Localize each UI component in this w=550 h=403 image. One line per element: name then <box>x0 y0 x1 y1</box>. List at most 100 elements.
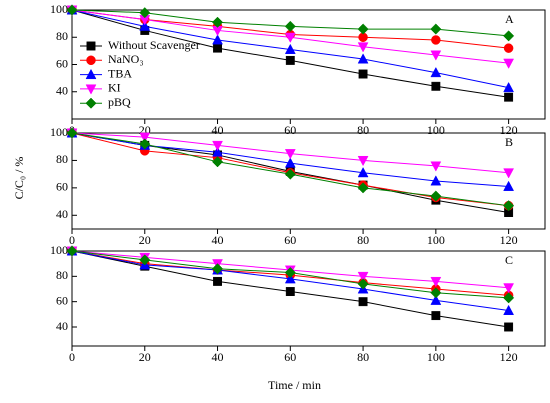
marker <box>358 69 368 79</box>
legend-label: Without Scavenger <box>108 38 200 52</box>
marker <box>503 58 515 69</box>
marker <box>213 276 222 286</box>
marker <box>66 245 78 257</box>
marker <box>503 81 515 93</box>
x-tick-label: 40 <box>212 123 224 137</box>
marker <box>430 175 442 186</box>
legend-marker <box>86 41 96 51</box>
y-tick-label: 80 <box>56 152 68 166</box>
marker <box>503 283 515 294</box>
marker <box>430 190 442 202</box>
x-tick-label: 0 <box>69 350 75 364</box>
x-tick-label: 20 <box>139 350 151 364</box>
marker <box>284 273 296 284</box>
panel-label: C <box>505 253 513 267</box>
y-axis-label: C/C₀ / % <box>12 157 26 200</box>
marker <box>284 32 296 43</box>
x-tick-label: 60 <box>284 233 296 247</box>
legend-marker <box>85 97 97 109</box>
x-tick-label: 0 <box>69 233 75 247</box>
y-tick-label: 60 <box>56 293 68 307</box>
marker <box>357 167 369 178</box>
marker <box>430 23 442 35</box>
marker <box>358 297 368 307</box>
x-tick-label: 100 <box>427 123 445 137</box>
marker <box>284 266 296 279</box>
marker <box>213 43 222 53</box>
marker <box>211 16 224 28</box>
marker <box>357 271 369 283</box>
marker <box>212 34 223 45</box>
marker <box>66 127 78 139</box>
plot-frame <box>71 132 546 230</box>
x-tick-label: 60 <box>284 350 296 364</box>
marker <box>66 4 78 16</box>
marker <box>431 311 441 321</box>
legend-marker <box>86 55 96 66</box>
marker <box>503 43 514 53</box>
marker <box>139 254 151 266</box>
x-tick-label: 120 <box>500 233 518 247</box>
x-tick-label: 20 <box>139 233 151 247</box>
marker <box>503 30 515 42</box>
marker <box>503 200 515 212</box>
y-tick-label: 100 <box>50 243 68 257</box>
y-tick-label: 40 <box>56 207 68 221</box>
x-tick-label: 40 <box>212 233 224 247</box>
x-tick-label: 100 <box>427 233 445 247</box>
marker <box>430 161 442 172</box>
legend-label: NaNO₃ <box>108 52 144 66</box>
panel-label: A <box>505 12 514 26</box>
marker <box>211 263 224 275</box>
x-tick-label: 100 <box>427 350 445 364</box>
legend-label: KI <box>108 81 121 95</box>
x-axis-label: Time / min <box>268 378 321 392</box>
x-tick-label: 40 <box>212 350 224 364</box>
y-tick-label: 100 <box>50 125 68 139</box>
x-tick-label: 120 <box>500 350 518 364</box>
marker <box>430 287 442 299</box>
marker <box>503 292 515 304</box>
marker <box>357 155 369 167</box>
marker <box>430 276 442 288</box>
marker <box>504 322 514 332</box>
marker <box>503 180 515 191</box>
marker <box>211 156 224 168</box>
marker <box>139 7 151 19</box>
marker <box>431 81 441 91</box>
marker <box>357 42 369 53</box>
marker <box>139 132 151 143</box>
y-tick-label: 80 <box>56 29 68 43</box>
x-tick-label: 80 <box>357 350 369 364</box>
marker <box>284 149 296 160</box>
x-tick-label: 80 <box>357 233 369 247</box>
marker <box>212 140 223 152</box>
legend-label: pBQ <box>108 95 131 109</box>
y-tick-label: 40 <box>56 84 68 98</box>
marker <box>430 66 442 78</box>
marker <box>285 287 295 296</box>
marker <box>284 20 296 32</box>
y-tick-label: 100 <box>50 2 68 16</box>
marker <box>284 168 296 180</box>
marker <box>430 294 442 305</box>
marker <box>430 50 442 61</box>
marker <box>503 168 515 179</box>
legend-label: TBA <box>108 66 132 80</box>
marker <box>357 23 369 35</box>
marker <box>284 157 296 168</box>
marker <box>284 43 296 54</box>
y-tick-label: 60 <box>56 180 68 194</box>
y-tick-label: 60 <box>56 56 68 70</box>
legend-marker <box>85 84 97 95</box>
marker <box>139 138 151 150</box>
panel-label: B <box>505 135 513 149</box>
marker <box>431 35 441 45</box>
y-tick-label: 40 <box>56 319 68 333</box>
legend-marker <box>85 68 97 80</box>
plot-frame <box>71 250 546 347</box>
marker <box>504 92 514 102</box>
marker <box>357 53 369 64</box>
marker <box>357 182 369 194</box>
